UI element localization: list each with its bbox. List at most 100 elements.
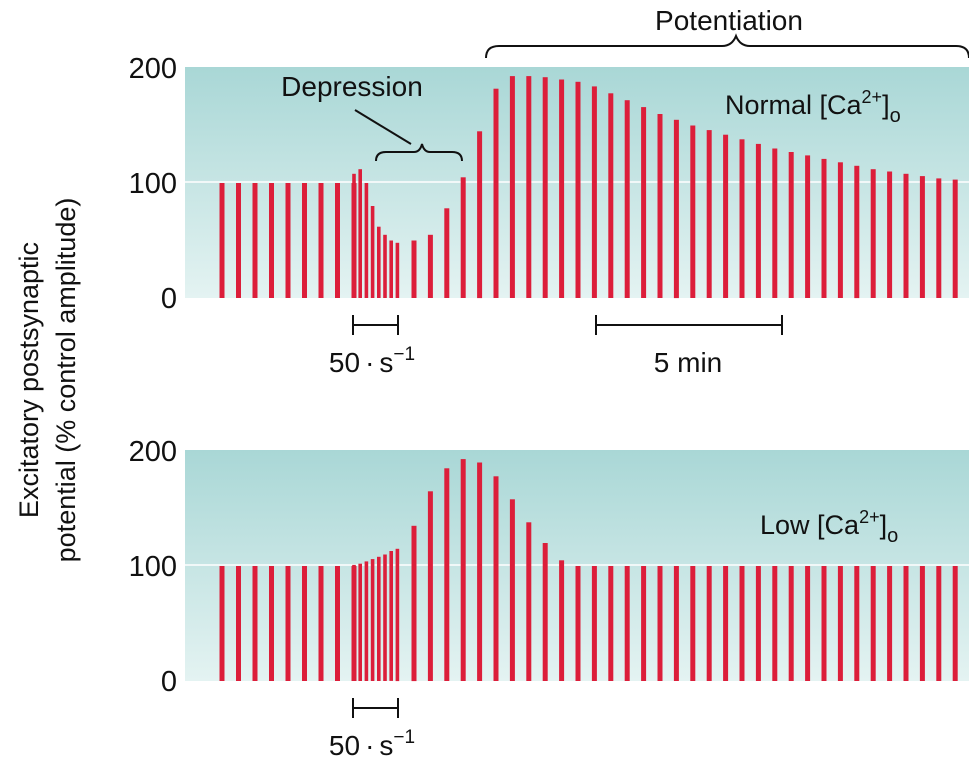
top-bar-43 xyxy=(821,158,827,298)
bottom-bar-15 xyxy=(383,554,387,681)
bottom-tick-label-0: 0 xyxy=(161,666,177,698)
bottom-bar-13 xyxy=(370,559,375,681)
top-bar-38 xyxy=(739,139,745,298)
bottom-bar-2 xyxy=(236,566,241,681)
top-bar-22 xyxy=(477,131,483,299)
bottom-bar-24 xyxy=(509,499,515,681)
top-scale-bar-time xyxy=(595,315,783,335)
top-bar-34 xyxy=(673,119,679,299)
top-bar-24 xyxy=(509,76,515,298)
bottom-panel: 200 100 0 Low [Ca2+]o 50 · s−1 xyxy=(129,436,969,761)
top-bar-29 xyxy=(591,86,597,299)
bottom-bar-47 xyxy=(887,566,893,681)
top-bar-49 xyxy=(919,176,925,298)
bottom-bar-44 xyxy=(837,566,843,681)
bottom-bar-48 xyxy=(903,566,909,681)
bottom-bar-11 xyxy=(358,563,362,681)
bottom-bars xyxy=(219,459,958,682)
depression-label: Depression xyxy=(281,71,423,102)
top-bar-16 xyxy=(389,240,393,298)
top-bar-28 xyxy=(575,81,581,298)
top-panel: 200 100 0 Potentiation Depression Normal… xyxy=(129,5,969,378)
top-bar-11 xyxy=(358,169,362,298)
bottom-bar-26 xyxy=(542,543,548,681)
y-axis-label-line-2: potential (% control amplitude) xyxy=(51,198,81,563)
bottom-bar-4 xyxy=(269,566,274,681)
bottom-bar-38 xyxy=(739,566,745,681)
bottom-bar-10 xyxy=(352,564,356,681)
bottom-bar-49 xyxy=(919,566,925,681)
potentiation-brace xyxy=(485,33,969,59)
top-bar-31 xyxy=(624,100,630,298)
bottom-bar-27 xyxy=(559,560,565,681)
top-bar-7 xyxy=(318,183,324,298)
top-bar-12 xyxy=(364,183,369,298)
bottom-bar-17 xyxy=(395,548,400,682)
top-tick-label-200: 200 xyxy=(129,53,177,85)
top-bar-2 xyxy=(236,183,241,298)
bottom-bar-33 xyxy=(657,566,663,681)
top-bar-27 xyxy=(559,79,565,298)
top-bar-45 xyxy=(854,165,860,299)
bottom-bar-12 xyxy=(364,561,369,681)
bottom-bar-30 xyxy=(608,566,614,681)
top-bar-37 xyxy=(723,134,729,298)
top-bar-14 xyxy=(377,226,381,298)
bottom-bar-25 xyxy=(526,522,532,681)
top-scale-bar-rate xyxy=(352,315,399,335)
top-bar-18 xyxy=(411,240,417,298)
top-bar-23 xyxy=(493,88,499,298)
top-bars xyxy=(219,76,958,299)
bottom-condition-label: Low [Ca2+]o xyxy=(760,507,898,547)
top-bar-8 xyxy=(335,183,340,298)
y-axis-label-line-1: Excitatory postsynaptic xyxy=(14,242,44,518)
top-bar-20 xyxy=(444,208,450,298)
bottom-bar-3 xyxy=(252,566,258,681)
bottom-tick-label-200: 200 xyxy=(129,436,177,468)
top-bar-35 xyxy=(690,125,696,298)
bottom-tick-label-100: 100 xyxy=(129,551,177,583)
top-bar-33 xyxy=(657,114,663,298)
top-bar-36 xyxy=(706,130,712,298)
top-scale-bar-time-label: 5 min xyxy=(654,347,722,378)
top-bar-42 xyxy=(805,155,811,298)
bottom-bar-29 xyxy=(591,566,597,681)
bottom-bar-40 xyxy=(772,566,778,681)
top-bar-39 xyxy=(755,143,761,298)
bottom-bar-5 xyxy=(285,566,291,681)
bottom-bar-6 xyxy=(302,566,307,681)
bottom-scale-bar-rate-label: 50 · s−1 xyxy=(329,727,415,761)
top-bar-47 xyxy=(887,171,893,298)
top-bar-5 xyxy=(285,183,291,298)
top-bar-48 xyxy=(903,173,909,298)
top-bar-25 xyxy=(526,76,532,298)
bottom-bar-1 xyxy=(219,566,225,681)
depression-brace xyxy=(375,143,463,162)
top-bar-6 xyxy=(302,183,307,298)
bottom-scale-bar-rate xyxy=(352,698,399,718)
bottom-bar-50 xyxy=(936,566,942,681)
bottom-bar-7 xyxy=(318,566,324,681)
top-bar-4 xyxy=(269,183,274,298)
top-bar-1 xyxy=(219,183,225,298)
top-bar-17 xyxy=(395,242,400,298)
bottom-bar-18 xyxy=(411,525,417,682)
top-bar-21 xyxy=(460,177,466,298)
bottom-bar-31 xyxy=(624,566,630,681)
top-bar-40 xyxy=(772,148,778,298)
top-bar-50 xyxy=(936,178,942,298)
bottom-bar-8 xyxy=(335,566,340,681)
bottom-bar-21 xyxy=(460,459,466,681)
top-bar-41 xyxy=(788,152,794,298)
bottom-bar-16 xyxy=(389,551,393,681)
top-bar-3 xyxy=(252,183,258,298)
top-bar-15 xyxy=(383,234,387,298)
top-bar-13 xyxy=(370,206,375,298)
bottom-bar-35 xyxy=(690,566,696,681)
top-tick-label-100: 100 xyxy=(129,168,177,200)
top-bar-10 xyxy=(352,173,356,298)
y-axis-label: Excitatory postsynaptic potential (% con… xyxy=(14,198,81,563)
top-condition-label: Normal [Ca2+]o xyxy=(725,87,901,127)
bottom-bar-46 xyxy=(870,566,876,681)
